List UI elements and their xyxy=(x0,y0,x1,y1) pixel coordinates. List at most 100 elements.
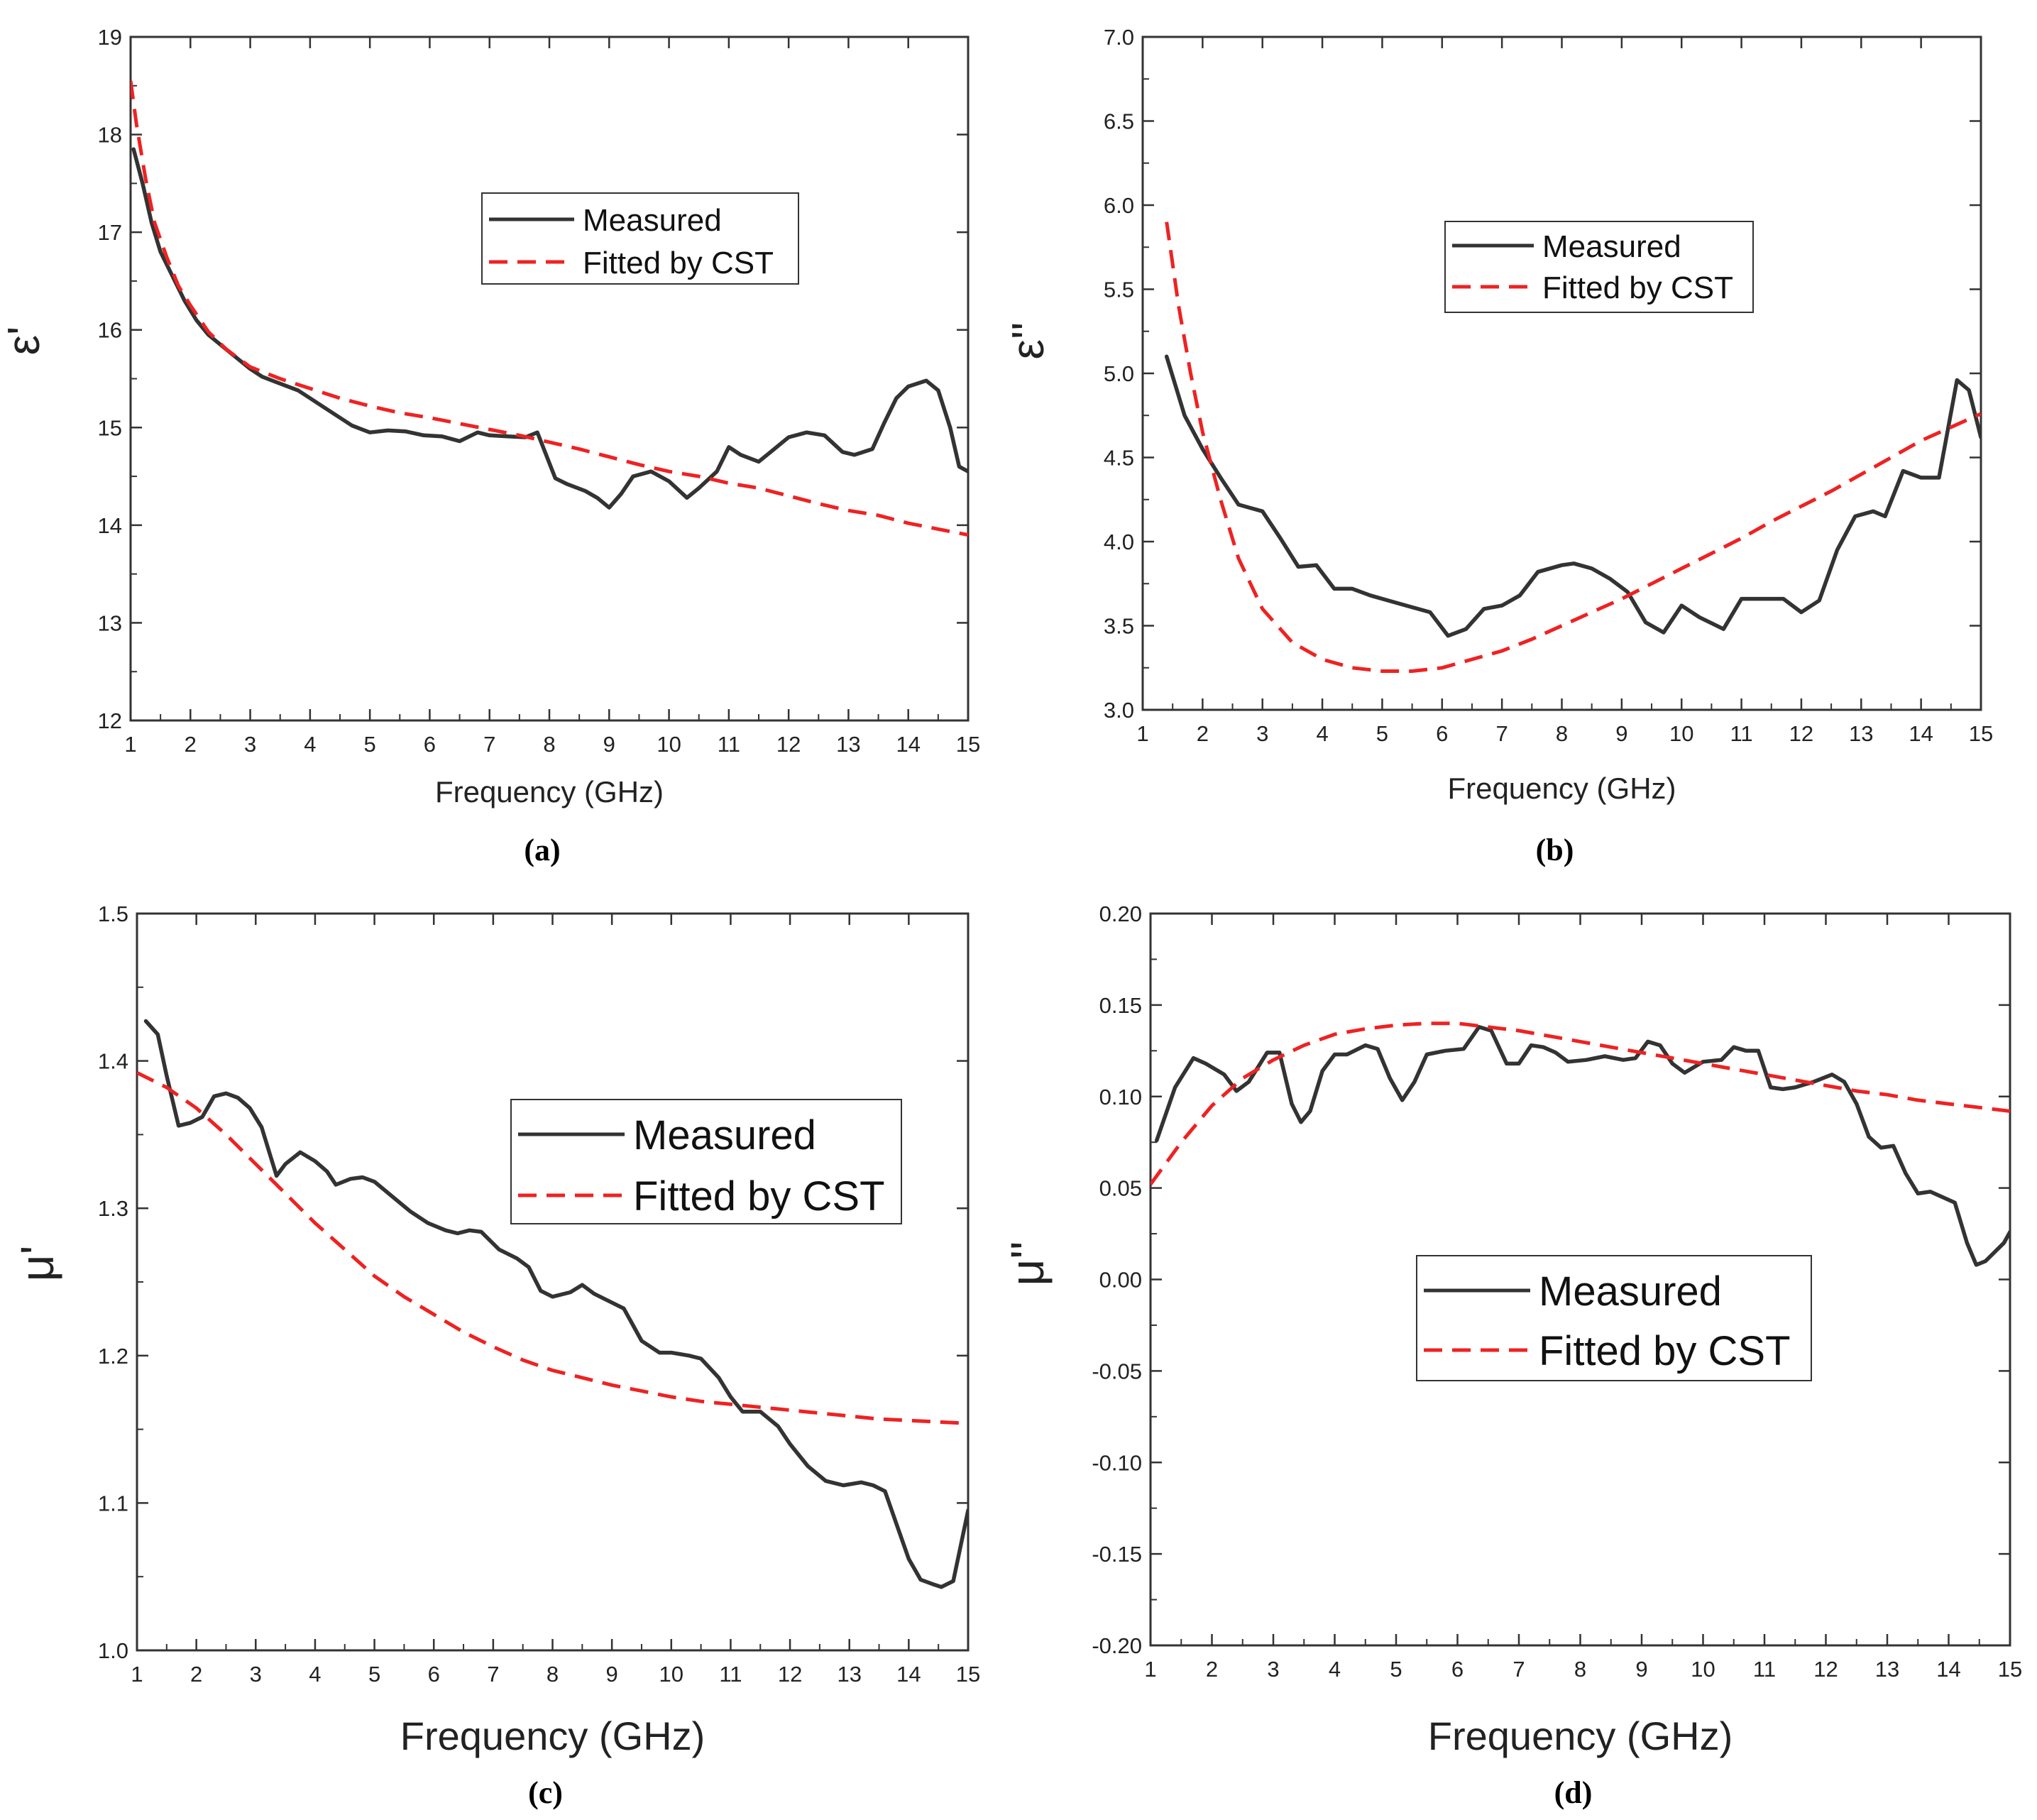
panel-a-x-tick-label: 4 xyxy=(304,732,316,757)
panel-d-legend-label: Measured xyxy=(1539,1268,1722,1315)
panel-d-legend: Measured Fitted by CST xyxy=(1416,1255,1812,1381)
panel-b-x-tick-label: 15 xyxy=(1969,721,1993,746)
panel-d-y-tick-label: -0.20 xyxy=(1092,1633,1142,1658)
panel-c-fitted-line xyxy=(137,1070,968,1425)
panel-c-x-tick-label: 15 xyxy=(956,1662,980,1687)
panel-c-label: (c) xyxy=(528,1775,563,1810)
panel-d-y-tick-label: 0.00 xyxy=(1099,1268,1142,1293)
panel-d-y-tick-label: -0.15 xyxy=(1092,1542,1142,1567)
panel-a-x-tick-label: 3 xyxy=(244,732,256,757)
panel-a-legend: Measured Fitted by CST xyxy=(481,192,799,285)
panel-d-y-axis-title: μ'' xyxy=(1001,1241,1053,1285)
panel-c-y-tick-label: 1.3 xyxy=(98,1196,128,1221)
panel-a-x-tick-label: 13 xyxy=(836,732,860,757)
panel-a-x-tick-label: 6 xyxy=(424,732,436,757)
panel-a-x-tick-label: 2 xyxy=(185,732,197,757)
panel-a-x-tick-label: 8 xyxy=(543,732,555,757)
panel-b-x-tick-label: 14 xyxy=(1909,721,1933,746)
panel-c-x-tick-label: 9 xyxy=(606,1662,618,1687)
panel-b-y-tick-label: 6.0 xyxy=(1104,193,1134,218)
panel-b-x-tick-label: 1 xyxy=(1136,721,1148,746)
panel-b-legend-label: Fitted by CST xyxy=(1542,270,1733,305)
panel-a-x-tick-label: 11 xyxy=(718,732,740,757)
panel-a-x-tick-label: 15 xyxy=(956,732,980,757)
panel-d-x-tick-label: 12 xyxy=(1813,1657,1838,1682)
panel-c-x-tick-label: 4 xyxy=(309,1662,321,1687)
panel-b-x-tick-label: 8 xyxy=(1556,721,1568,746)
panel-c-x-tick-label: 11 xyxy=(719,1662,742,1687)
panel-a-y-tick-label: 13 xyxy=(98,610,122,635)
panel-a-label: (a) xyxy=(524,833,560,867)
panel-c-x-tick-label: 3 xyxy=(250,1662,262,1687)
panel-a-x-axis-title: Frequency (GHz) xyxy=(435,775,664,808)
panel-d-x-tick-label: 5 xyxy=(1390,1657,1402,1682)
panel-c-measured-line xyxy=(143,1019,968,1589)
panel-c-x-tick-label: 14 xyxy=(896,1662,921,1687)
panel-c-legend-box xyxy=(510,1099,902,1224)
panel-a-x-tick-label: 5 xyxy=(364,732,376,757)
panel-a-chart: 1 2 3 4 5 6 7 8 9 10 11 12 13 14 151213141516171819Fre… xyxy=(0,25,980,867)
panel-b-y-tick-label: 6.5 xyxy=(1104,109,1134,134)
panel-c-x-tick-label: 7 xyxy=(487,1662,499,1687)
panel-d-x-tick-label: 15 xyxy=(1998,1657,2022,1682)
panel-c-x-tick-label: 6 xyxy=(428,1662,440,1687)
panel-b-x-tick-label: 2 xyxy=(1197,721,1209,746)
panel-a-x-tick-label: 9 xyxy=(603,732,615,757)
panel-b-x-tick-label: 4 xyxy=(1316,721,1328,746)
panel-c-x-tick-label: 5 xyxy=(368,1662,380,1687)
panel-b-legend: Measured Fitted by CST xyxy=(1444,221,1754,313)
panel-b-legend-box xyxy=(1444,221,1754,313)
panel-d-fitted-line xyxy=(1151,1021,2010,1185)
panel-b-x-tick-label: 3 xyxy=(1256,721,1268,746)
panel-d-x-tick-label: 7 xyxy=(1512,1657,1525,1682)
panel-c-x-tick-label: 8 xyxy=(547,1662,559,1687)
panel-d-x-tick-label: 4 xyxy=(1329,1657,1341,1682)
panel-b-x-tick-label: 9 xyxy=(1615,721,1627,746)
panel-c-x-tick-label: 12 xyxy=(778,1662,802,1687)
panel-d-x-tick-label: 10 xyxy=(1691,1657,1715,1682)
panel-c-legend-label: Measured xyxy=(633,1112,816,1158)
panel-b-y-tick-label: 5.5 xyxy=(1104,278,1134,302)
panel-d-measured-line xyxy=(1154,1025,2010,1267)
panel-a-y-tick-label: 17 xyxy=(98,220,122,245)
panel-d-y-tick-label: 0.10 xyxy=(1099,1085,1142,1109)
panel-b-x-tick-label: 13 xyxy=(1849,721,1873,746)
panel-b-fitted-line xyxy=(1165,221,1981,673)
panel-d-label: (d) xyxy=(1554,1775,1593,1810)
panel-b-y-tick-label: 4.5 xyxy=(1104,446,1134,471)
panel-c-legend: Measured Fitted by CST xyxy=(510,1099,902,1224)
panel-d-y-tick-label: 0.15 xyxy=(1099,993,1142,1018)
panel-c-x-tick-label: 10 xyxy=(659,1662,683,1687)
panel-a-legend-box xyxy=(481,192,799,285)
panel-d-x-tick-label: 9 xyxy=(1635,1657,1647,1682)
panel-d-legend-box xyxy=(1416,1255,1812,1381)
panel-d-x-tick-label: 2 xyxy=(1206,1657,1218,1682)
panel-d-chart: 1 2 3 4 5 6 7 8 9 10 11 12 13 14 15-0.20-0.15-0.10-0.0… xyxy=(1001,901,2022,1810)
panel-a-plot-frame xyxy=(129,35,970,722)
panel-b-x-tick-label: 7 xyxy=(1496,721,1508,746)
panel-c-y-tick-label: 1.0 xyxy=(98,1638,128,1663)
panel-d-x-tick-label: 3 xyxy=(1267,1657,1279,1682)
panel-d-x-tick-label: 8 xyxy=(1574,1657,1586,1682)
panel-c-y-tick-label: 1.1 xyxy=(98,1491,128,1515)
panel-b-x-tick-label: 10 xyxy=(1669,721,1693,746)
panel-d-y-tick-label: 0.05 xyxy=(1099,1176,1142,1201)
panel-b-x-tick-label: 11 xyxy=(1730,721,1752,746)
panel-d-y-tick-label: -0.05 xyxy=(1092,1359,1142,1383)
panel-c-chart: 1 2 3 4 5 6 7 8 9 10 11 12 13 14 151.01.11.21.31.41.5F… xyxy=(11,901,980,1810)
panel-d-x-tick-label: 1 xyxy=(1144,1657,1156,1682)
panel-c-x-tick-label: 1 xyxy=(131,1662,143,1687)
panel-a-x-tick-label: 10 xyxy=(657,732,681,757)
panel-d-x-tick-label: 14 xyxy=(1936,1657,1960,1682)
panel-a-y-tick-label: 12 xyxy=(98,708,122,733)
panel-b-y-tick-label: 3.0 xyxy=(1104,698,1134,723)
panel-a-legend-label: Measured xyxy=(583,203,722,238)
panel-b-legend-label: Measured xyxy=(1542,229,1681,264)
panel-c-y-tick-label: 1.4 xyxy=(98,1049,128,1074)
panel-a-y-axis-title: ε' xyxy=(0,327,49,356)
panel-b-label: (b) xyxy=(1536,833,1574,867)
panel-a-y-tick-label: 19 xyxy=(98,25,122,50)
panel-c-legend-label: Fitted by CST xyxy=(633,1173,885,1219)
panel-b-x-tick-label: 12 xyxy=(1789,721,1813,746)
